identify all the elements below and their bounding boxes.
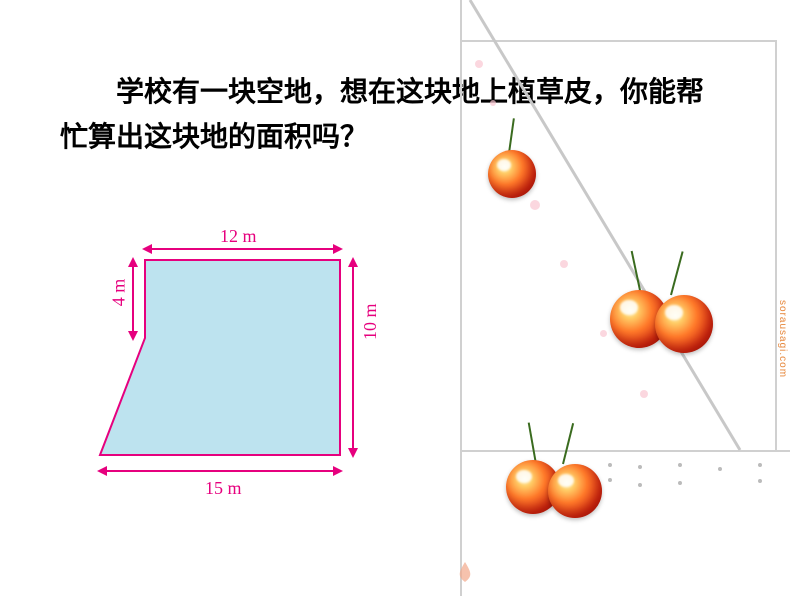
dim-arrow-left	[132, 265, 134, 333]
deco-vertical-line	[460, 0, 462, 596]
question-content: 学校有一块空地，想在这块地上植草皮，你能帮忙算出这块地的面积吗？	[60, 76, 704, 152]
dim-label-right: 10 m	[360, 303, 381, 340]
dim-label-top: 12 m	[220, 226, 257, 247]
geometry-diagram: 12 m 4 m 10 m 15 m	[50, 230, 400, 540]
petal-icon	[560, 260, 568, 268]
dim-arrow-right	[352, 265, 354, 450]
dim-arrow-bottom	[105, 470, 335, 472]
petal-icon	[530, 200, 540, 210]
drop-icon	[455, 560, 475, 585]
question-text: 学校有一块空地，想在这块地上植草皮，你能帮忙算出这块地的面积吗？	[60, 70, 730, 160]
petal-icon	[600, 330, 607, 337]
dim-arrow-top	[150, 248, 335, 250]
deco-diagonal	[460, 0, 794, 460]
deco-right-line	[775, 40, 777, 452]
watermark-text: sorausagi.com	[777, 300, 788, 378]
petal-icon	[640, 390, 648, 398]
petal-icon	[490, 100, 496, 106]
land-polygon	[100, 260, 340, 455]
petal-icon	[475, 60, 483, 68]
deco-top-line	[460, 40, 777, 42]
deco-horizontal-line	[460, 450, 790, 452]
dim-label-bottom: 15 m	[205, 478, 242, 499]
drops-icon	[600, 455, 790, 515]
dim-label-left: 4 m	[108, 279, 129, 307]
